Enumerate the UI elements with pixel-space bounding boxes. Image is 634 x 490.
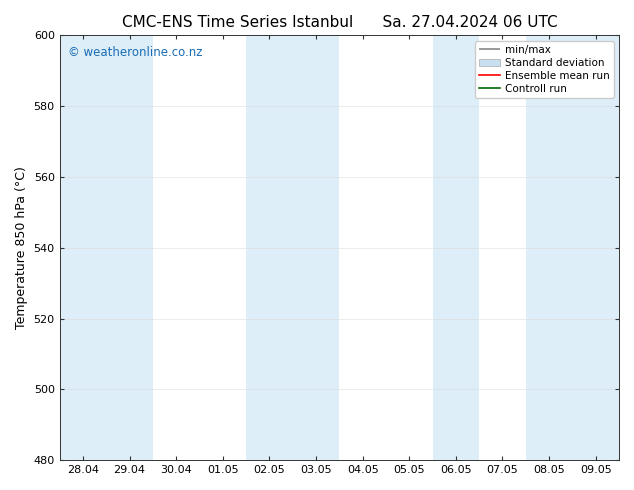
Bar: [432, 35, 479, 460]
Bar: [60, 35, 153, 460]
Title: CMC-ENS Time Series Istanbul      Sa. 27.04.2024 06 UTC: CMC-ENS Time Series Istanbul Sa. 27.04.2…: [122, 15, 557, 30]
Text: © weatheronline.co.nz: © weatheronline.co.nz: [68, 46, 202, 59]
Bar: [526, 35, 619, 460]
Y-axis label: Temperature 850 hPa (°C): Temperature 850 hPa (°C): [15, 166, 28, 329]
Bar: [246, 35, 339, 460]
Legend: min/max, Standard deviation, Ensemble mean run, Controll run: min/max, Standard deviation, Ensemble me…: [475, 41, 614, 98]
